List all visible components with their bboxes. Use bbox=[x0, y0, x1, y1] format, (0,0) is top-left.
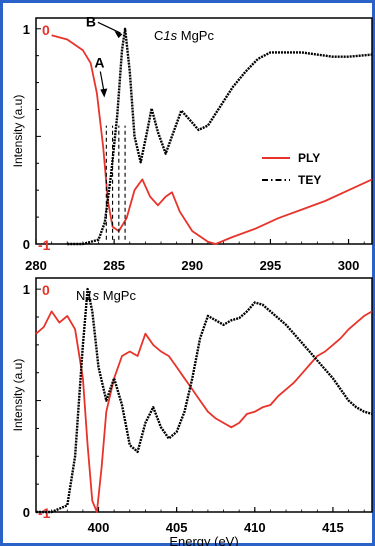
legend-label-ply: PLY bbox=[298, 151, 320, 165]
x-tick-label: 410 bbox=[244, 520, 266, 535]
y-axis-label: Intensity (a.u) bbox=[11, 359, 25, 432]
x-tick-label: 280 bbox=[25, 258, 47, 273]
y-tick-label-ply-top: 0 bbox=[42, 22, 50, 38]
x-tick-label: 400 bbox=[88, 520, 110, 535]
legend-label-tey: TEY bbox=[298, 173, 321, 187]
series-line-ply bbox=[51, 34, 373, 245]
x-tick-label: 300 bbox=[338, 258, 360, 273]
series-line-ply bbox=[35, 310, 373, 513]
panel-title: N1s MgPc bbox=[76, 288, 136, 303]
x-tick-label: 290 bbox=[181, 258, 203, 273]
x-tick-label: 405 bbox=[166, 520, 188, 535]
x-tick-label: 295 bbox=[260, 258, 282, 273]
y-tick-label-left: 0 bbox=[23, 237, 30, 252]
annotation-arrowhead bbox=[114, 31, 123, 39]
y-tick-label-ply-top: 0 bbox=[42, 282, 50, 298]
y-tick-label-ply-bottom: -1 bbox=[38, 505, 51, 521]
y-tick-label-left: 0 bbox=[23, 505, 30, 520]
y-tick-label-left: 1 bbox=[23, 22, 30, 37]
annotation-a: A bbox=[94, 55, 104, 71]
annotation-b: B bbox=[86, 13, 96, 29]
y-axis-label: Intensity (a.u) bbox=[11, 95, 25, 168]
panel-title: C1s MgPc bbox=[154, 28, 214, 43]
y-tick-label-ply-bottom: -1 bbox=[38, 237, 51, 253]
x-axis-label: Energy (eV) bbox=[169, 534, 238, 546]
annotation-arrow bbox=[97, 21, 121, 34]
series-line-tey bbox=[36, 287, 373, 514]
series-line-tey bbox=[67, 27, 373, 246]
annotation-arrowhead bbox=[100, 88, 108, 98]
plot-frame bbox=[35, 17, 373, 245]
y-tick-label-left: 1 bbox=[23, 282, 30, 297]
plot-frame bbox=[35, 277, 373, 513]
x-tick-label: 285 bbox=[103, 258, 125, 273]
x-tick-label: 415 bbox=[322, 520, 344, 535]
